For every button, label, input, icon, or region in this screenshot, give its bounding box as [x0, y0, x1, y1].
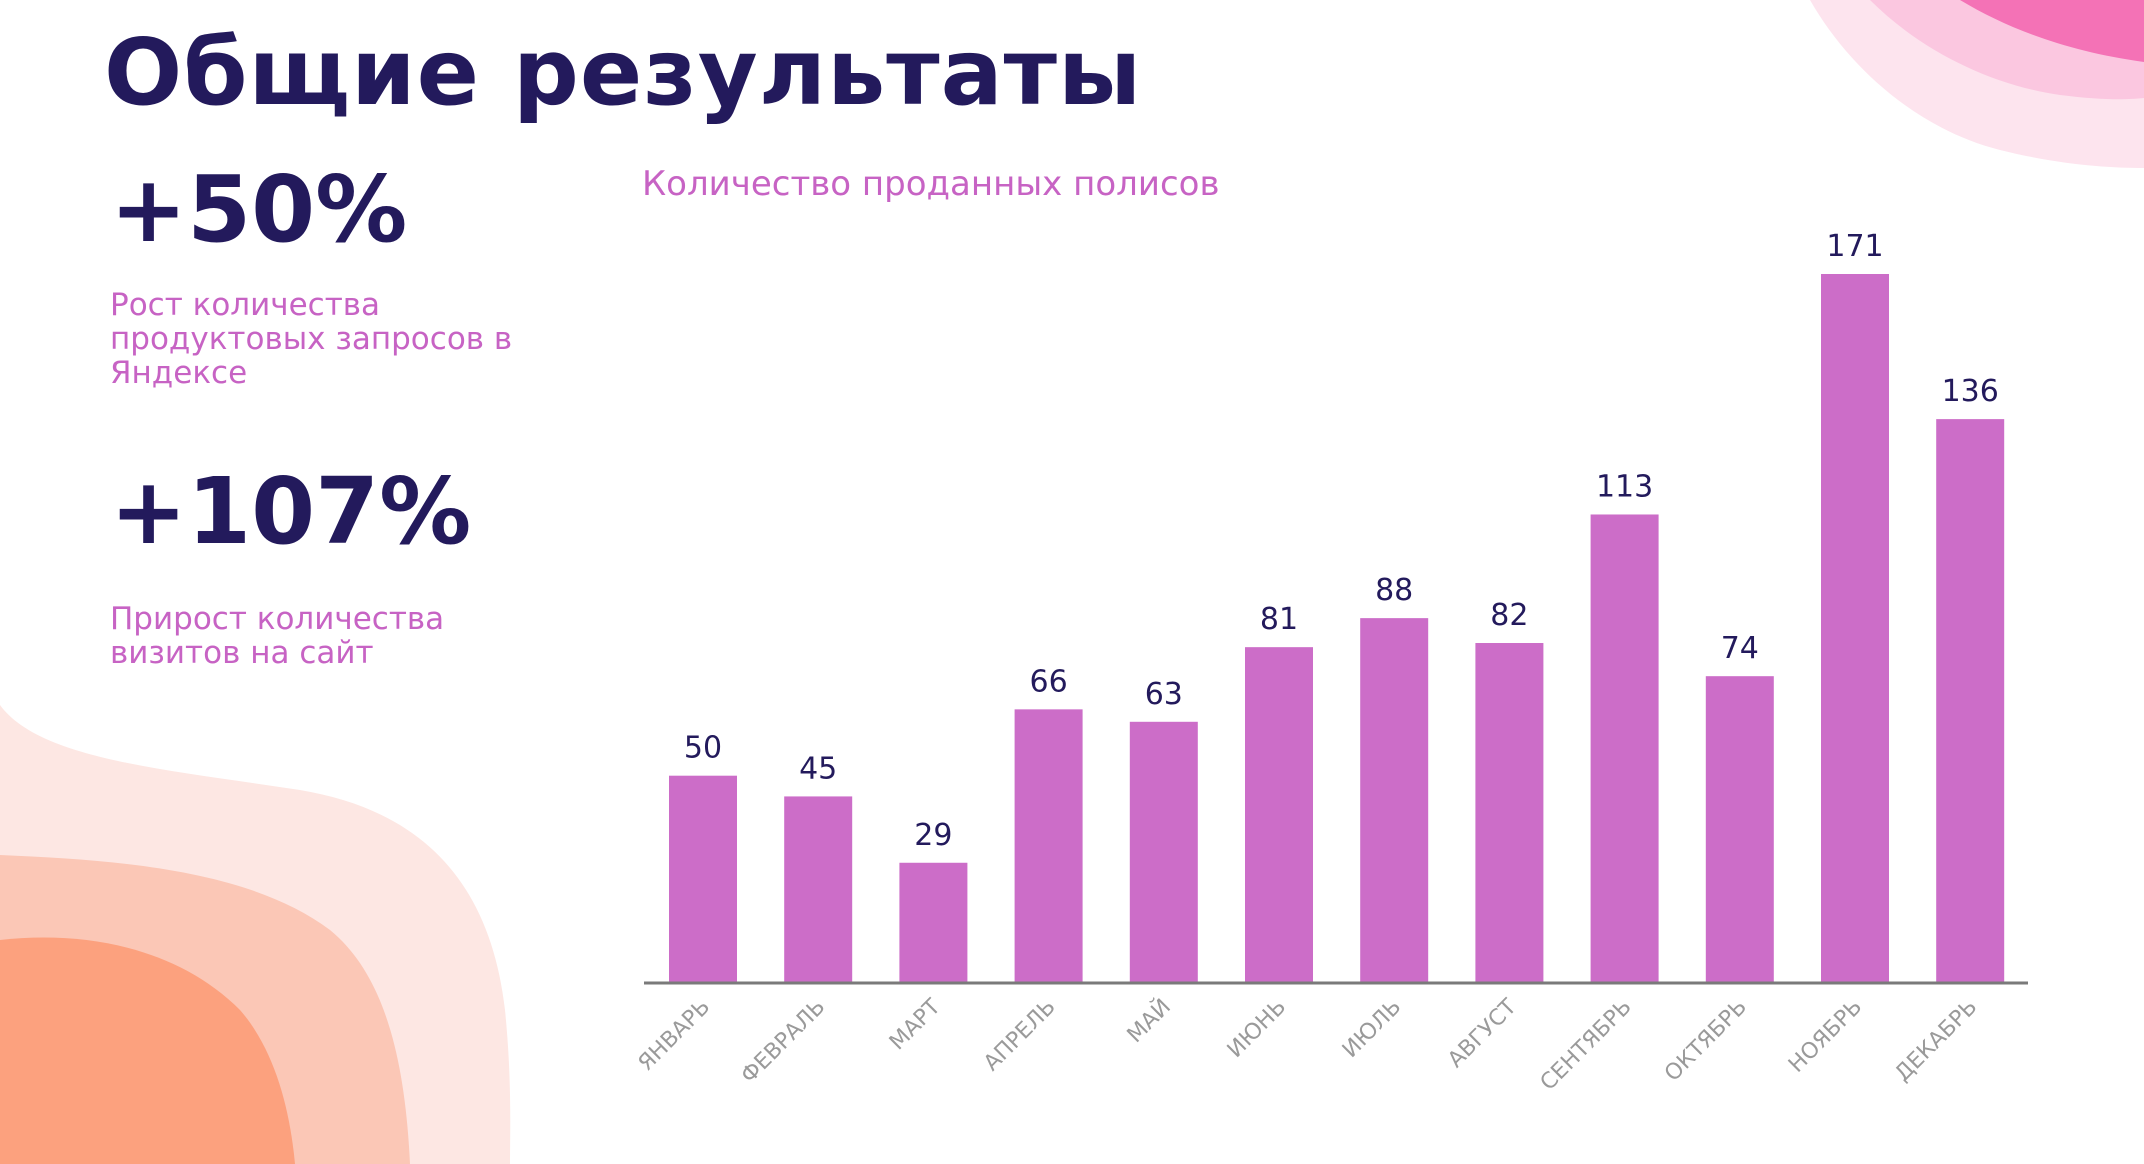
page-title: Общие результаты	[104, 19, 1143, 126]
bar	[899, 862, 968, 983]
stat-desc-search-growth: Рост количества продуктовых запросов в Я…	[110, 287, 513, 391]
x-tick-label: СЕНТЯБРЬ	[1536, 995, 1637, 1096]
bar	[784, 796, 853, 983]
x-tick-label: ЯНВАРЬ	[634, 995, 716, 1077]
data-label: 50	[684, 731, 722, 766]
x-tick-label: ФЕВРАЛЬ	[736, 995, 830, 1089]
bar	[1475, 643, 1544, 983]
x-tick-label: МАЙ	[1122, 994, 1176, 1048]
data-label: 171	[1826, 229, 1883, 264]
x-tick-label: ИЮЛЬ	[1338, 995, 1406, 1063]
stat-value-search-growth: +50%	[110, 156, 408, 263]
data-label: 88	[1375, 573, 1413, 608]
bar	[1245, 647, 1313, 983]
bar	[1014, 709, 1083, 983]
data-label: 63	[1145, 677, 1183, 712]
bar	[1821, 274, 1889, 983]
bar	[1936, 419, 2005, 984]
x-tick-label: ИЮНЬ	[1223, 995, 1291, 1063]
data-label: 136	[1942, 374, 1999, 409]
data-label: 45	[799, 751, 837, 786]
data-label: 81	[1260, 602, 1298, 637]
x-tick-label: МАРТ	[885, 994, 946, 1055]
bar	[1705, 676, 1774, 983]
stat-value-visits-growth: +107%	[110, 458, 472, 565]
data-label: 113	[1596, 469, 1653, 504]
x-tick-label: НОЯБРЬ	[1784, 995, 1867, 1078]
data-label: 66	[1030, 664, 1068, 699]
data-label: 82	[1490, 598, 1528, 633]
data-label: 29	[914, 818, 952, 853]
bar	[1360, 618, 1429, 983]
bar	[669, 775, 737, 983]
data-label: 74	[1721, 631, 1759, 666]
bottom-left-blob-dark	[0, 937, 295, 1164]
x-tick-label: ДЕКАБРЬ	[1890, 995, 1982, 1087]
x-tick-label: ОКТЯБРЬ	[1660, 995, 1752, 1087]
bar	[1129, 721, 1198, 983]
stat-desc-visits-growth: Прирост количества визитов на сайт	[110, 601, 445, 671]
x-tick-label: АПРЕЛЬ	[979, 995, 1061, 1077]
x-tick-label: АВГУСТ	[1443, 994, 1522, 1073]
top-right-blob-dark	[1960, 0, 2144, 62]
chart-title: Количество проданных полисов	[642, 164, 1220, 204]
bar	[1590, 514, 1659, 983]
